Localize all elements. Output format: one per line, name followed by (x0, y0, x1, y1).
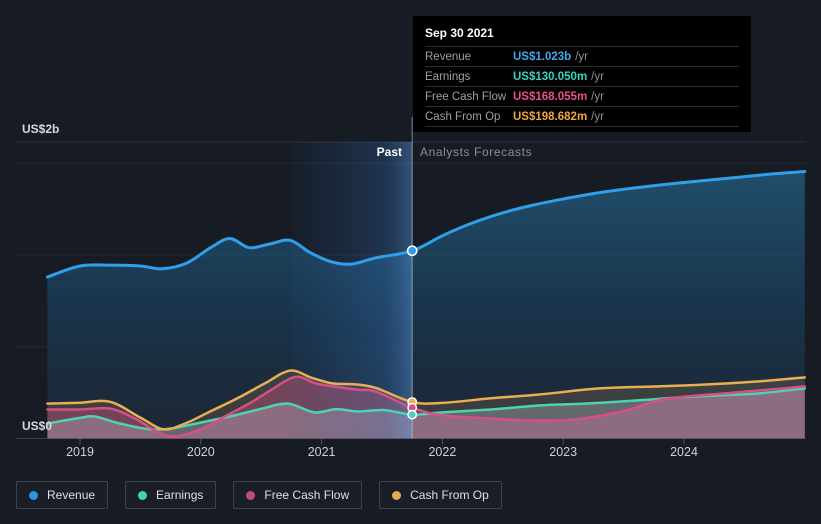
legend-dot-revenue (29, 490, 38, 500)
area-free-cash-flow (47, 376, 805, 439)
tooltip-row-unit: /yr (591, 71, 604, 83)
tooltip-row-free-cash-flow: Free Cash Flow US$168.055m/yr (425, 86, 739, 106)
tooltip-row-value: US$168.055m (513, 91, 588, 103)
legend-label-free-cash-flow: Free Cash Flow (264, 488, 350, 502)
legend-dot-free-cash-flow (246, 490, 256, 500)
legend-dot-cash-from-op (392, 490, 402, 500)
x-axis-label-2024: 2024 (670, 445, 698, 459)
legend-item-free-cash-flow[interactable]: Free Cash Flow (233, 481, 363, 509)
analysts-forecasts-section-label: Analysts Forecasts (420, 145, 533, 159)
legend-label-revenue: Revenue (47, 488, 96, 502)
y-axis-label-top: US$2b (22, 122, 60, 136)
tooltip-rows: Revenue US$1.023b/yr Earnings US$130.050m/y… (425, 46, 739, 127)
legend-dot-earnings (138, 490, 148, 500)
line-cash-from-op (46, 369, 807, 431)
tooltip-row-value: US$198.682m (513, 111, 588, 123)
series-lines (45, 170, 807, 438)
marker-revenue (406, 245, 418, 257)
marker-earnings (407, 409, 418, 420)
tooltip-row-unit: /yr (591, 91, 604, 103)
tooltip-row-label: Free Cash Flow (425, 91, 507, 103)
legend-label-earnings: Earnings (156, 488, 204, 502)
series-areas (47, 171, 805, 439)
x-axis-label-2021: 2021 (307, 445, 336, 459)
x-axis-label-2020: 2020 (186, 445, 215, 459)
area-revenue (47, 171, 805, 439)
x-axis-label-2022: 2022 (428, 445, 457, 459)
tooltip-row-unit: /yr (575, 51, 588, 63)
legend-item-earnings[interactable]: Earnings (125, 481, 217, 509)
x-axis-label-2019: 2019 (66, 445, 94, 459)
tooltip-row-cash-from-op: Cash From Op US$198.682m/yr (425, 106, 739, 127)
tooltip-row-value: US$1.023b (513, 51, 572, 63)
area-earnings (47, 388, 805, 439)
tooltip-row-unit: /yr (591, 111, 604, 123)
tooltip-row-label: Earnings (425, 71, 471, 83)
legend-item-cash-from-op[interactable]: Cash From Op (379, 481, 502, 509)
line-free-cash-flow (46, 375, 807, 438)
legend-item-revenue[interactable]: Revenue (16, 481, 109, 509)
legend: Revenue Earnings Free Cash Flow Cash From O… (16, 481, 502, 509)
tooltip-row-earnings: Earnings US$130.050m/yr (425, 66, 739, 86)
line-earnings (46, 387, 807, 431)
tooltip-row-label: Revenue (425, 51, 472, 63)
line-revenue (45, 170, 807, 279)
tooltip-row-value: US$130.050m (513, 71, 588, 83)
tooltip-date: Sep 30 2021 (425, 26, 494, 40)
legend-label-cash-from-op: Cash From Op (410, 488, 489, 502)
tooltip-row-revenue: Revenue US$1.023b/yr (425, 46, 739, 66)
tooltip-row-label: Cash From Op (425, 111, 501, 123)
last-12-months-highlight-band (291, 142, 413, 439)
past-section-label: Past (376, 145, 402, 159)
tooltip: Sep 30 2021 Revenue US$1.023b/yr Earnings U… (413, 16, 751, 132)
y-axis-label-zero: US$0 (22, 419, 53, 433)
x-axis-label-2023: 2023 (549, 445, 578, 459)
